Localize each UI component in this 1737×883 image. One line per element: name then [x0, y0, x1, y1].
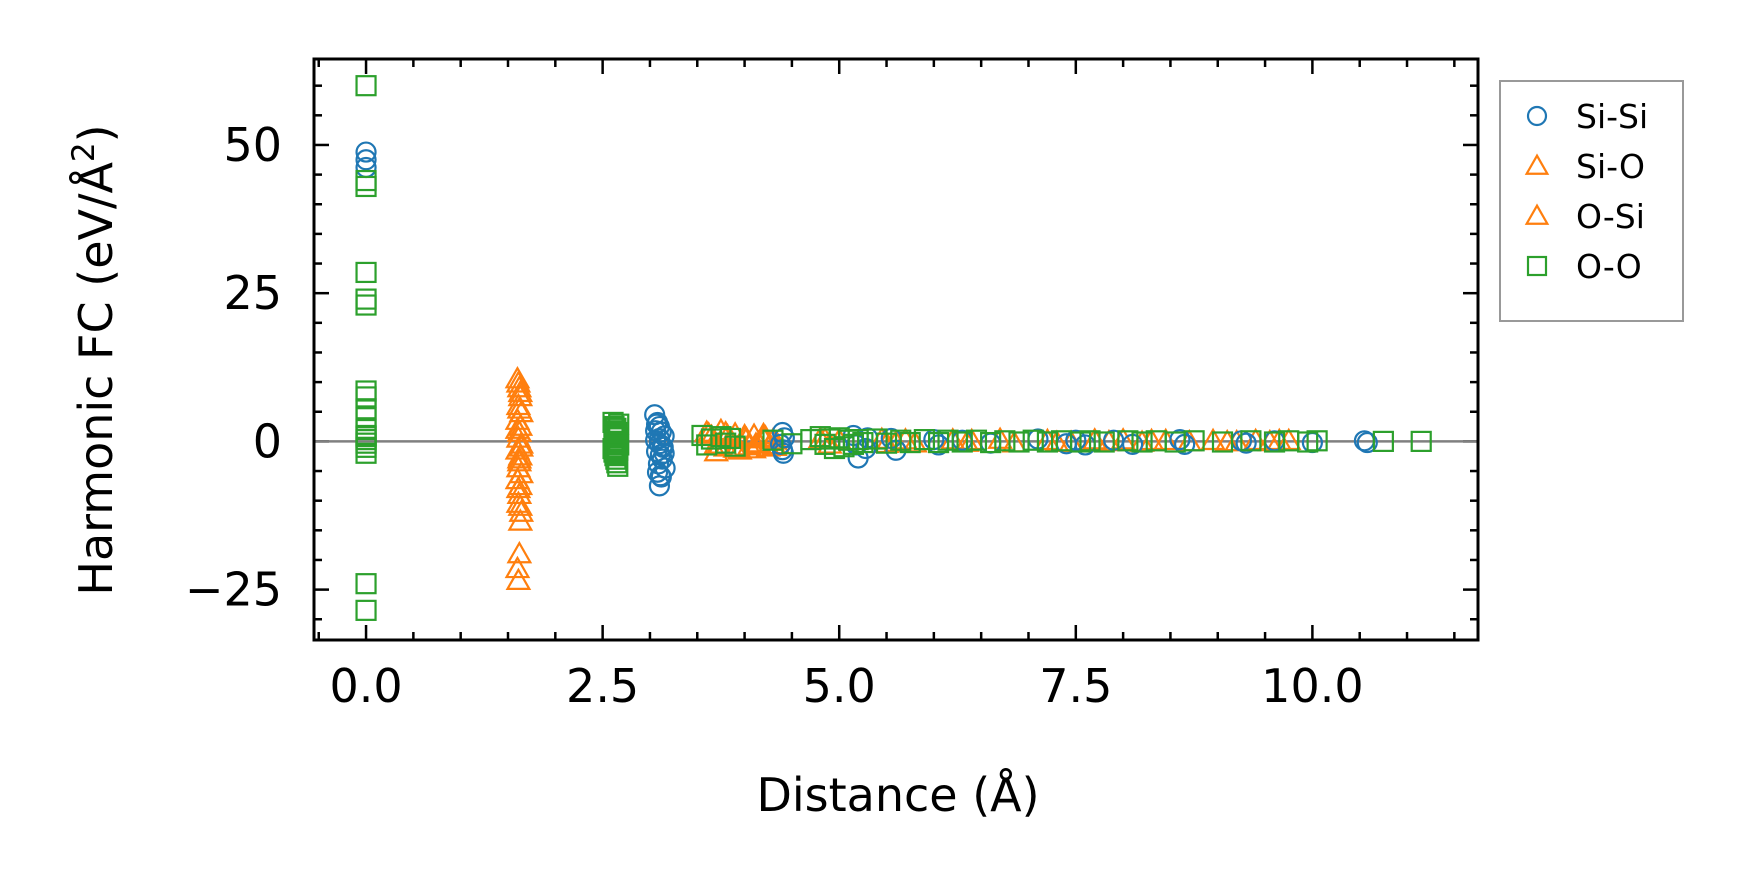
data-point-o-o: [355, 75, 377, 97]
data-point-o-o: [1211, 431, 1234, 453]
data-point-o-o: [980, 431, 1002, 454]
data-point-o-si: [752, 424, 779, 447]
data-point-o-o: [1306, 430, 1328, 452]
data-point-o-o: [605, 417, 627, 439]
data-point-si-o: [507, 508, 534, 531]
data-point-o-o: [937, 429, 959, 451]
data-point-o-o: [1240, 430, 1262, 452]
data-point-si-si: [646, 461, 669, 483]
y-tick-label: 50: [223, 118, 282, 172]
data-point-o-o: [1093, 431, 1115, 453]
y-axis-label-close: ): [69, 124, 123, 142]
data-point-o-o: [1131, 431, 1153, 453]
data-point-o-si: [506, 396, 533, 419]
y-tick-label: 25: [223, 266, 282, 320]
data-point-o-o: [355, 442, 377, 464]
data-point-o-o: [355, 426, 377, 448]
y-axis-label-main: Harmonic FC (eV/Å: [69, 162, 123, 596]
data-point-si-si: [1169, 429, 1191, 451]
y-axis-label: Harmonic FC (eV/Å2): [66, 124, 123, 595]
x-tick-label: 0.0: [329, 659, 402, 713]
data-point-o-o: [355, 294, 377, 316]
data-point-o-o: [607, 439, 629, 461]
data-point-o-si: [695, 421, 722, 444]
legend-marker-si-si: [1526, 105, 1548, 127]
data-point-o-o: [1036, 431, 1059, 453]
data-point-o-o: [1263, 431, 1286, 453]
data-point-o-o: [875, 432, 898, 454]
data-point-si-si: [1356, 431, 1378, 454]
x-axis-label: Distance (Å): [756, 768, 1039, 822]
data-point-o-o: [1022, 429, 1044, 451]
data-point-o-o: [355, 599, 377, 621]
data-point-o-si: [508, 434, 535, 457]
data-point-o-o: [355, 573, 377, 595]
y-tick-label: −25: [185, 563, 282, 617]
plot-frame: [312, 57, 1480, 642]
data-point-o-o: [1410, 430, 1432, 452]
data-point-o-o: [1008, 431, 1030, 453]
data-point-si-si: [651, 435, 673, 457]
data-point-o-o: [355, 386, 377, 408]
x-tick-label: 7.5: [1039, 659, 1112, 713]
data-point-si-o: [703, 438, 730, 462]
data-point-o-si: [504, 416, 531, 439]
data-point-o-o: [951, 431, 973, 453]
data-point-o-o: [607, 455, 629, 477]
data-point-o-o: [994, 430, 1016, 452]
x-tick-label: 10.0: [1261, 659, 1363, 713]
data-point-o-o: [1079, 430, 1101, 452]
y-tick-label: 0: [253, 414, 282, 468]
data-point-o-o: [355, 261, 377, 284]
data-point-o-o: [913, 429, 935, 451]
data-point-o-o: [1183, 430, 1205, 452]
data-point-o-o: [1117, 430, 1139, 452]
data-point-si-si: [355, 149, 377, 171]
data-point-o-o: [899, 431, 921, 454]
data-point-o-o: [603, 425, 625, 447]
data-point-o-o: [719, 427, 741, 450]
y-axis-label-superscript: 2: [66, 142, 102, 162]
x-tick-label: 5.0: [803, 659, 876, 713]
data-point-o-o: [1372, 430, 1394, 452]
data-point-si-o: [505, 567, 532, 591]
data-point-si-si: [645, 413, 668, 435]
legend-marker-si-o: [1524, 153, 1550, 175]
legend-label-o-o: O-O: [1576, 247, 1642, 286]
legend-label-si-o: Si-O: [1576, 147, 1645, 186]
series-o-o: [355, 75, 1432, 621]
data-point-o-si: [507, 493, 534, 516]
data-point-si-si: [1235, 432, 1257, 454]
data-point-si-si: [649, 465, 671, 487]
data-point-o-o: [355, 175, 377, 198]
legend-marker-o-o: [1526, 255, 1548, 277]
data-point-o-si: [743, 431, 769, 454]
data-point-o-si: [506, 446, 533, 469]
data-point-si-o: [508, 499, 535, 522]
data-point-si-o: [504, 555, 531, 579]
data-point-o-o: [724, 435, 746, 457]
legend: Si-Si Si-O O-Si O-O: [1499, 80, 1684, 322]
legend-label-o-si: O-Si: [1576, 197, 1645, 236]
data-point-si-si: [355, 141, 377, 163]
data-points: [355, 75, 1432, 621]
data-point-o-o: [965, 429, 988, 451]
legend-marker-o-si: [1524, 203, 1550, 225]
x-tick-label: 2.5: [566, 659, 639, 713]
data-point-o-o: [605, 443, 627, 465]
tick-labels: 0.0 2.5 5.0 7.5 10.0 −25 0 25 50: [185, 118, 1364, 713]
data-point-si-si: [648, 475, 671, 497]
data-point-o-si: [505, 370, 532, 393]
legend-label-si-si: Si-Si: [1576, 97, 1648, 136]
data-point-o-o: [852, 431, 874, 454]
